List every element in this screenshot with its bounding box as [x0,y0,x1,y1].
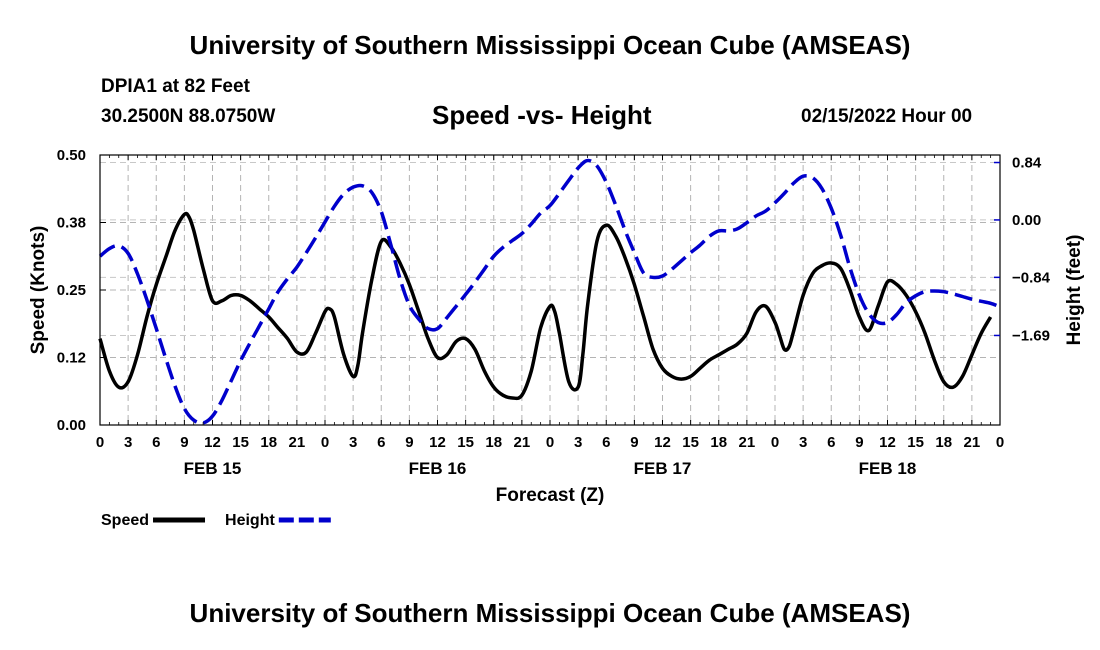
series-line-height [98,158,1001,425]
x-tick-label: 9 [180,434,188,451]
x-tick-label: 18 [935,434,952,451]
y2-tick-label: 0.00 [1012,212,1041,229]
x-tick-label: 6 [602,434,610,451]
x-tick-label: 0 [771,434,779,451]
date-label: FEB 17 [634,459,692,478]
x-tick-label: 21 [289,434,306,451]
x-tick-label: 18 [710,434,727,451]
page-title: University of Southern Mississippi Ocean… [189,30,911,60]
series-line-speed [98,211,993,401]
legend-label-speed: Speed [101,512,149,529]
legend: Speed Height [101,512,331,529]
station-coordinates: 30.2500N 88.0750W [101,106,276,127]
x-tick-label: 12 [429,434,446,451]
x-tick-label: 21 [964,434,981,451]
x-tick-label: 15 [457,434,474,451]
x-axis-label: Forecast (Z) [496,485,605,506]
y-tick-label: 0.00 [57,417,86,434]
x-tick-label: 3 [799,434,807,451]
x-tick-label: 12 [654,434,671,451]
x-tick-label: 6 [377,434,385,451]
x-tick-label: 9 [405,434,413,451]
x-tick-label: 9 [855,434,863,451]
x-tick-label: 0 [96,434,104,451]
x-tick-label: 15 [907,434,924,451]
grid [100,155,1000,425]
axes: 0 3 6 9 12 15 18 21 0 3 6 9 12 15 18 21 0 3 6 9 12 15 18 21 0 3 6 9… [28,147,1085,506]
y-axis-label: Speed (Knots) [28,226,49,355]
footer-title: University of Southern Mississippi Ocean… [189,598,911,628]
x-tick-label: 18 [485,434,502,451]
x-tick-label: 21 [739,434,756,451]
date-label: FEB 18 [859,459,917,478]
y-tick-label: 0.50 [57,147,86,164]
x-tick-label: 18 [260,434,277,451]
forecast-datetime: 02/15/2022 Hour 00 [801,106,973,127]
date-label: FEB 16 [409,459,467,478]
chart-title: Speed -vs- Height [432,100,652,130]
x-tick-label: 9 [630,434,638,451]
y2-tick-label: −1.69 [1012,327,1050,344]
legend-label-height: Height [225,512,275,529]
x-tick-label: 3 [124,434,132,451]
y-tick-label: 0.38 [57,215,86,232]
x-tick-label: 21 [514,434,531,451]
y-tick-label: 0.12 [57,350,86,367]
y-tick-label: 0.25 [57,282,86,299]
x-tick-label: 3 [349,434,357,451]
x-tick-label: 0 [546,434,554,451]
x-tick-label: 15 [232,434,249,451]
x-tick-label: 6 [152,434,160,451]
x-tick-label: 0 [321,434,329,451]
y2-tick-label: 0.84 [1012,155,1042,172]
x-tick-label: 12 [879,434,896,451]
y2-axis-label: Height (feet) [1064,235,1085,346]
series-layer [98,158,1001,425]
x-tick-label: 15 [682,434,699,451]
x-tick-label: 12 [204,434,221,451]
y2-tick-label: −0.84 [1012,269,1051,286]
x-tick-label: 3 [574,434,582,451]
x-tick-label: 6 [827,434,835,451]
date-label: FEB 15 [184,459,242,478]
station-label: DPIA1 at 82 Feet [101,76,250,97]
x-tick-label: 0 [996,434,1004,451]
